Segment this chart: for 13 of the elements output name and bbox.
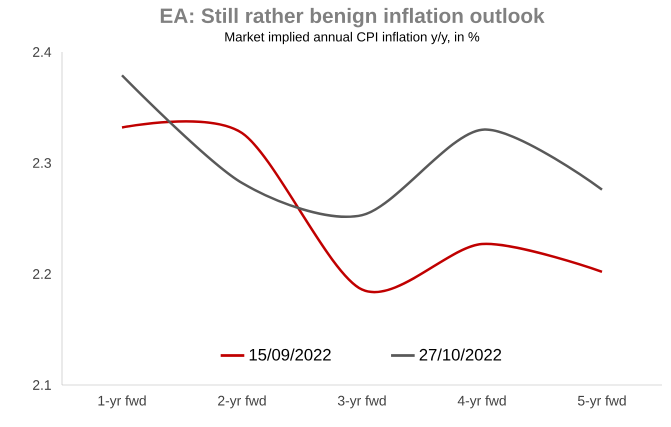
x-tick-label: 1-yr fwd xyxy=(98,395,146,408)
legend-label: 15/09/2022 xyxy=(250,348,331,361)
chart-title: EA: Still rather benign inflation outlook xyxy=(160,8,545,28)
y-tick-label: 2.1 xyxy=(33,380,51,390)
x-tick-label: 4-yr fwd xyxy=(458,395,506,408)
legend-label: 27/10/2022 xyxy=(420,348,502,361)
y-tick-label: 2.3 xyxy=(33,158,51,168)
x-tick-label: 5-yr fwd xyxy=(578,395,626,408)
y-tick-label: 2.4 xyxy=(33,47,52,57)
x-tick-label: 2-yr fwd xyxy=(218,395,266,408)
x-tick-label: 3-yr fwd xyxy=(338,395,386,408)
chart-subtitle: Market implied annual CPI inflation y/y, in % xyxy=(225,32,480,44)
y-tick-label: 2.2 xyxy=(33,269,51,279)
